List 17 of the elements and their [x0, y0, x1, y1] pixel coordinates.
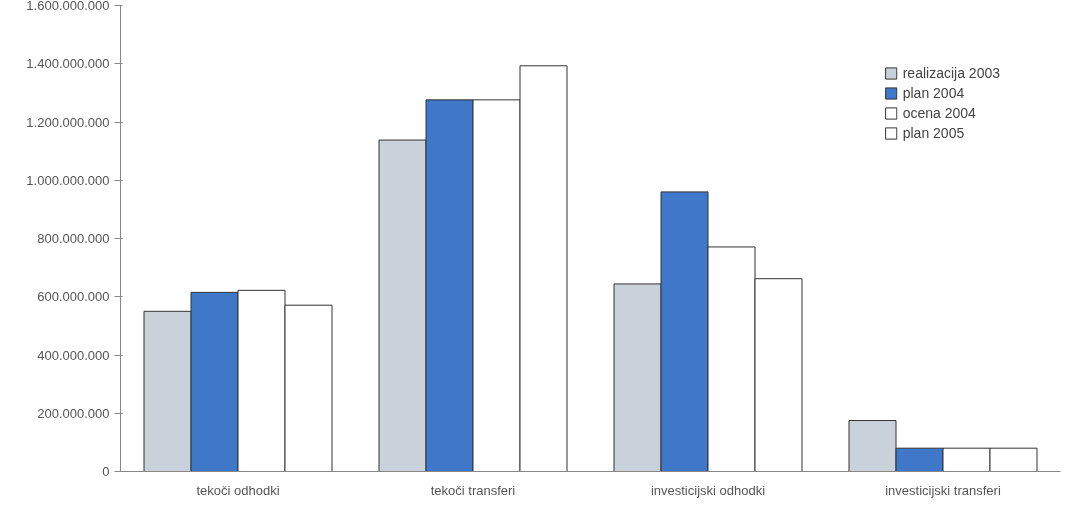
y-tick-label: 600.000.000	[37, 289, 110, 305]
x-tick-label: investicijski transferi	[885, 482, 1001, 498]
y-tick-label: 200.000.000	[37, 405, 110, 421]
legend-label: plan 2004	[902, 85, 965, 101]
y-tick-label: 800.000.000	[37, 231, 110, 246]
legend-label: plan 2005	[902, 125, 965, 141]
y-tick-label: 0	[102, 464, 110, 479]
x-tick-label: investicijski odhodki	[650, 482, 766, 498]
y-tick-label: 1.200.000.000	[26, 114, 110, 130]
y-tick-label: 400.000.000	[37, 347, 110, 363]
legend-label: realizacija 2003	[902, 65, 1000, 81]
y-tick-label: 1.600.000.000	[26, 0, 110, 13]
y-tick-label: 1.000.000.000	[26, 172, 110, 188]
x-tick-label: tekoči odhodki	[196, 482, 280, 498]
legend-label: ocena 2004	[902, 105, 976, 121]
y-tick-label: 1.400.000.000	[26, 56, 110, 72]
x-tick-label: tekoči transferi	[430, 482, 516, 498]
